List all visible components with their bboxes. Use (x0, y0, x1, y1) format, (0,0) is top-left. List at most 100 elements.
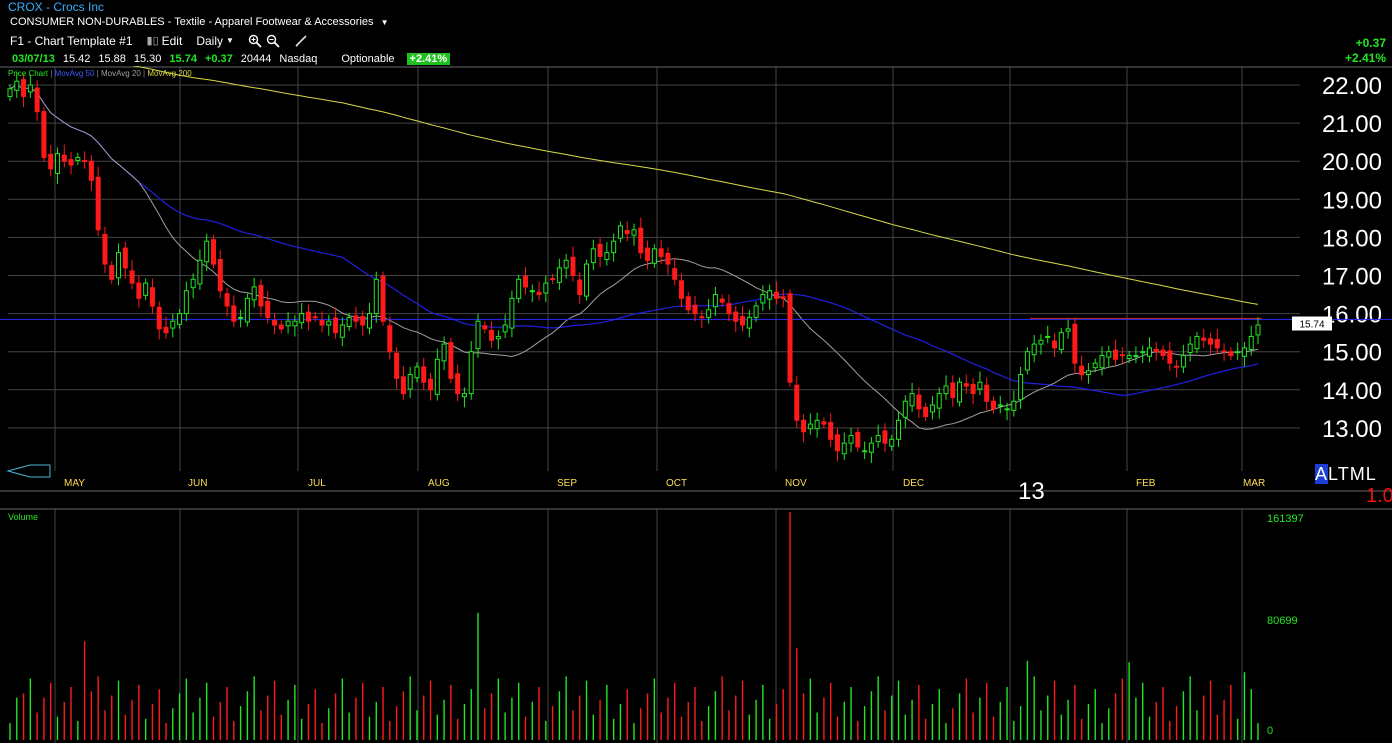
candle-body (570, 256, 576, 277)
symbol-title[interactable]: CROX - Crocs Inc (8, 0, 105, 14)
candle-body (380, 275, 386, 322)
candle-body (1146, 347, 1152, 357)
interval-dropdown[interactable]: Daily ▼ (196, 34, 234, 48)
candle-body (68, 159, 74, 166)
candle-body (719, 298, 725, 303)
candle-body (190, 278, 196, 289)
y-tick-label: 20.00 (1322, 149, 1382, 176)
candle-body (645, 247, 651, 261)
quote-date: 03/07/13 (12, 52, 55, 65)
y-tick-label: 17.00 (1322, 264, 1382, 291)
zoom-out-button[interactable] (266, 34, 280, 48)
candle-body (855, 431, 861, 448)
alt-l[interactable]: L (1328, 464, 1338, 484)
candle-body (102, 233, 108, 265)
zoom-out-icon (266, 34, 280, 48)
candle-body (611, 240, 617, 254)
draw-tool-button[interactable] (294, 34, 308, 48)
candle-body (767, 290, 773, 300)
candle-body (461, 393, 467, 398)
candle-body (163, 326, 169, 334)
candle-body (143, 282, 149, 296)
candle-body (990, 400, 996, 410)
chevron-down-icon: ▼ (380, 18, 389, 27)
candle-body (468, 351, 474, 395)
candle-body (428, 378, 434, 391)
last-price-text: 15.74 (1299, 320, 1324, 331)
candle-body (651, 248, 657, 264)
volume-label: Volume (8, 512, 39, 522)
candle-body (177, 313, 183, 325)
candle-body (550, 278, 556, 281)
candle-body (1113, 349, 1119, 360)
candle-body (373, 278, 379, 315)
candle-body (149, 287, 155, 307)
alt-selector[interactable]: ALTML (1315, 464, 1377, 485)
alt-m[interactable]: M (1349, 464, 1366, 484)
candle-body (312, 316, 318, 319)
x-tick-label: MAR (1243, 478, 1265, 489)
candle-body (1133, 355, 1139, 358)
volume-chart[interactable]: 161397 80699 0 (0, 508, 1392, 743)
candle-body (95, 176, 101, 231)
interval-label: Daily (196, 33, 223, 48)
candle-body (292, 320, 298, 327)
y-tick-label: 19.00 (1322, 187, 1382, 214)
candle-body (319, 319, 325, 326)
candle-body (482, 325, 488, 330)
alt-a[interactable]: A (1315, 464, 1329, 484)
scale-value: 1.0 (1366, 485, 1392, 507)
zoom-in-button[interactable] (248, 34, 262, 48)
legend-ma20: MovAvg 20 (100, 69, 141, 78)
x-tick-label: OCT (666, 478, 687, 489)
alt-t[interactable]: T (1337, 464, 1350, 484)
candle-body (712, 294, 718, 308)
template-selector[interactable]: F1 - Chart Template #1 (10, 34, 133, 48)
candle-body (1045, 335, 1051, 338)
candle-body (495, 335, 501, 340)
candle-body (950, 382, 956, 398)
y-tick-label: 18.00 (1322, 225, 1382, 252)
candle-body (1018, 374, 1024, 401)
candle-body (1235, 351, 1241, 354)
candle-body (590, 248, 596, 264)
candle-body (197, 259, 203, 285)
candle-body (231, 305, 237, 322)
candle-body (529, 290, 535, 293)
alt-l2[interactable]: L (1365, 464, 1377, 484)
candle-body (841, 442, 847, 455)
candle-body (1214, 339, 1220, 349)
legend-ma50: MovAvg 50 (54, 69, 95, 78)
quote-last: 15.74 (169, 52, 197, 65)
candle-body (556, 267, 562, 283)
candle-body (272, 319, 278, 326)
candle-body (597, 243, 603, 257)
edit-button[interactable]: ▮▯ Edit (147, 34, 183, 48)
candle-body (265, 300, 271, 318)
candle-body (339, 324, 345, 338)
candle-body (678, 280, 684, 299)
candle-body (129, 270, 135, 284)
candle-body (828, 422, 834, 440)
candle-body (278, 324, 284, 330)
candle-body (970, 383, 976, 395)
candle-body (787, 293, 793, 383)
legend-ma200: MovAvg 200 (147, 69, 192, 78)
candle-body (407, 374, 413, 390)
candle-body (1194, 335, 1200, 350)
edit-label: Edit (161, 33, 183, 48)
candle-body (699, 316, 705, 319)
candle-body (54, 153, 60, 174)
candle-body (360, 316, 366, 326)
candle-body (1024, 351, 1030, 371)
candle-body (116, 252, 122, 279)
candle-body (366, 313, 372, 329)
candle-body (1052, 340, 1058, 349)
candle-body (740, 316, 746, 326)
candle-body (1160, 349, 1166, 357)
candle-body (584, 263, 590, 297)
candle-body (1079, 365, 1085, 376)
candle-body (502, 324, 508, 333)
price-chart[interactable]: 22.0021.0020.0019.0018.0017.0016.0015.00… (0, 66, 1392, 508)
sector-dropdown[interactable]: CONSUMER NON-DURABLES - Textile - Appare… (10, 16, 389, 28)
